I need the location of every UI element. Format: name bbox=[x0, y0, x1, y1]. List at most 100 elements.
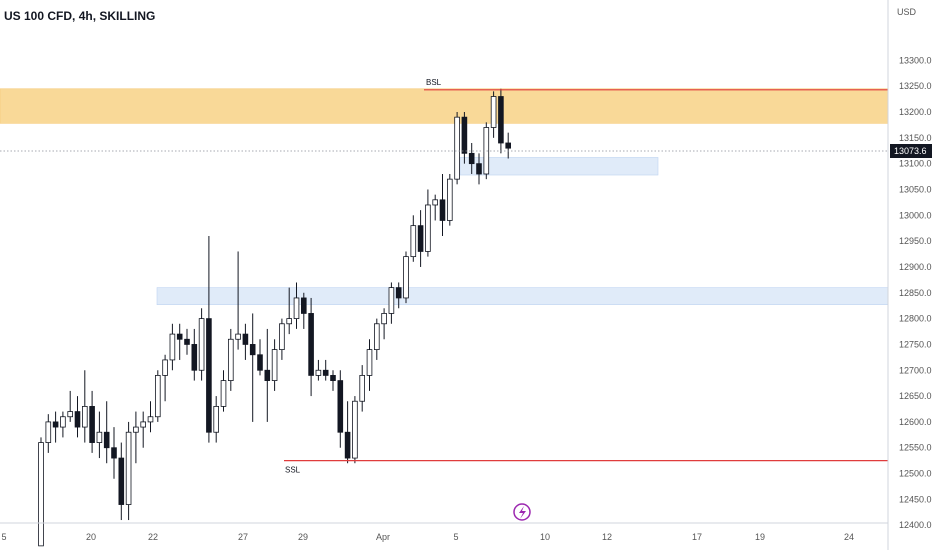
last-price-tag: 13073.6 bbox=[890, 144, 932, 158]
x-tick-label: 27 bbox=[238, 532, 248, 542]
bearish-candle bbox=[176, 333, 183, 340]
bearish-candle bbox=[242, 333, 249, 345]
bearish-candle bbox=[249, 344, 256, 356]
bullish-candle bbox=[125, 431, 132, 505]
bullish-candle bbox=[271, 349, 278, 381]
bullish-candle bbox=[373, 323, 380, 350]
bullish-candle bbox=[162, 359, 168, 376]
y-tick-label: 13050.0 bbox=[899, 184, 932, 194]
bullish-candle bbox=[432, 199, 438, 206]
demand-zone bbox=[156, 287, 889, 305]
bullish-candle bbox=[213, 406, 220, 433]
bearish-candle bbox=[184, 338, 190, 345]
bearish-candle bbox=[118, 457, 125, 505]
bullish-candle bbox=[235, 333, 241, 340]
y-tick-label: 13150.0 bbox=[899, 133, 932, 143]
bullish-candle bbox=[446, 178, 453, 221]
y-tick-label: 12500.0 bbox=[899, 469, 932, 479]
bullish-candle bbox=[315, 369, 322, 376]
y-tick-label: 12900.0 bbox=[899, 262, 932, 272]
bearish-candle bbox=[308, 313, 314, 376]
x-tick-label: 24 bbox=[844, 532, 854, 542]
bearish-candle bbox=[103, 431, 110, 449]
bullish-candle bbox=[352, 400, 358, 459]
bearish-candle bbox=[417, 225, 424, 252]
flash-icon[interactable] bbox=[513, 503, 531, 521]
bullish-candle bbox=[67, 411, 74, 418]
bearish-candle bbox=[89, 406, 95, 443]
bullish-candle bbox=[60, 416, 66, 428]
bullish-candle bbox=[147, 416, 154, 423]
bearish-candle bbox=[505, 142, 511, 149]
x-tick-label: 29 bbox=[298, 532, 308, 542]
y-tick-label: 13000.0 bbox=[899, 210, 932, 220]
bearish-candle bbox=[476, 163, 482, 175]
candles bbox=[38, 88, 511, 547]
bullish-candle bbox=[154, 375, 161, 418]
x-tick-label: 5 bbox=[453, 532, 458, 542]
bullish-candle bbox=[366, 349, 373, 376]
bearish-candle bbox=[206, 318, 212, 433]
bullish-candle bbox=[96, 431, 103, 443]
bullish-candle bbox=[220, 380, 227, 407]
y-tick-label: 12950.0 bbox=[899, 236, 932, 246]
bullish-candle bbox=[410, 225, 417, 258]
bullish-candle bbox=[227, 338, 234, 381]
bearish-candle bbox=[439, 199, 446, 221]
svg-text:13073.6: 13073.6 bbox=[894, 146, 927, 156]
x-tick-label: 10 bbox=[540, 532, 550, 542]
demand-zone bbox=[459, 157, 659, 176]
bullish-candle bbox=[403, 256, 409, 299]
y-tick-label: 12550.0 bbox=[899, 443, 932, 453]
y-tick-label: 13200.0 bbox=[899, 107, 932, 117]
bullish-candle bbox=[140, 421, 147, 428]
levels bbox=[0, 89, 888, 462]
y-tick-label: 12450.0 bbox=[899, 494, 932, 504]
bsl-annotation: BSL bbox=[426, 78, 442, 87]
bearish-candle bbox=[498, 96, 504, 144]
bullish-candle bbox=[286, 318, 292, 325]
bullish-candle bbox=[293, 297, 300, 320]
bearish-candle bbox=[74, 411, 81, 428]
bearish-candle bbox=[191, 344, 198, 371]
bullish-candle bbox=[82, 406, 88, 428]
y-tick-label: 12600.0 bbox=[899, 417, 932, 427]
bullish-candle bbox=[45, 421, 52, 443]
x-tick-label: 5 bbox=[1, 532, 6, 542]
x-tick-label: Apr bbox=[376, 532, 390, 542]
bearish-candle bbox=[322, 369, 329, 376]
bearish-candle bbox=[52, 421, 59, 428]
bearish-candle bbox=[257, 354, 263, 371]
bullish-candle bbox=[381, 313, 387, 325]
bullish-candle bbox=[388, 287, 395, 314]
y-tick-label: 13250.0 bbox=[899, 81, 932, 91]
bearish-candle bbox=[337, 380, 344, 433]
x-tick-label: 17 bbox=[692, 532, 702, 542]
zones bbox=[0, 88, 889, 305]
y-tick-label: 12700.0 bbox=[899, 365, 932, 375]
chart-title: US 100 CFD, 4h, SKILLING bbox=[4, 9, 156, 23]
bullish-candle bbox=[38, 442, 44, 547]
bullish-candle bbox=[279, 323, 285, 350]
bullish-candle bbox=[198, 318, 205, 371]
bearish-candle bbox=[264, 369, 271, 381]
bearish-candle bbox=[330, 375, 336, 381]
bullish-candle bbox=[133, 426, 139, 433]
ssl-annotation: SSL bbox=[285, 466, 301, 475]
bearish-candle bbox=[461, 116, 468, 154]
bearish-candle bbox=[468, 152, 475, 165]
y-tick-label: 12850.0 bbox=[899, 288, 932, 298]
bearish-candle bbox=[300, 297, 307, 314]
y-tick-label: 12800.0 bbox=[899, 314, 932, 324]
y-tick-label: 12750.0 bbox=[899, 339, 932, 349]
bearish-candle bbox=[395, 287, 402, 299]
x-tick-label: 19 bbox=[755, 532, 765, 542]
y-tick-label: 13100.0 bbox=[899, 159, 932, 169]
x-tick-label: 12 bbox=[602, 532, 612, 542]
bullish-candle bbox=[169, 333, 176, 361]
y-tick-label: 13300.0 bbox=[899, 55, 932, 65]
bullish-candle bbox=[425, 204, 431, 252]
y-tick-label: 12650.0 bbox=[899, 391, 932, 401]
